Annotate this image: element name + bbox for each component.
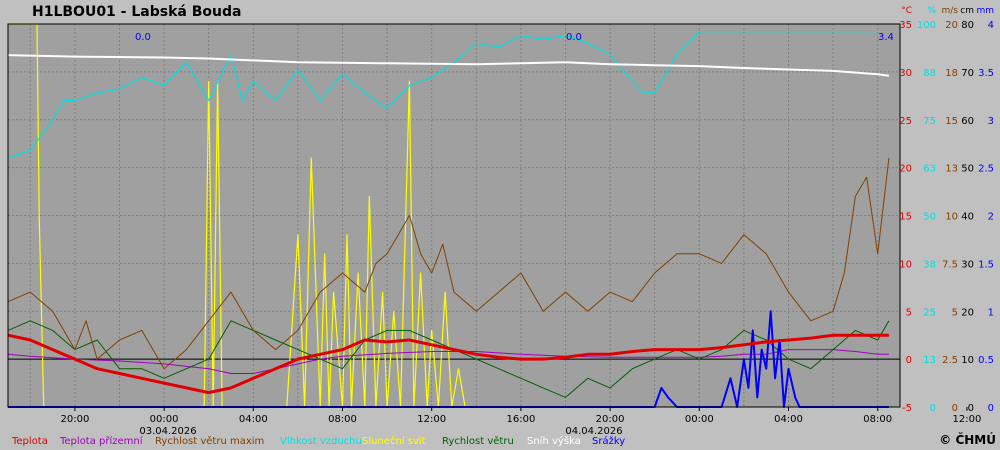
axis-tick-teplota: 5 (906, 307, 912, 318)
axis-tick-srazky: 3.5 (978, 68, 994, 79)
axis-tick-teplota: 30 (899, 68, 912, 79)
axis-tick-snih: 80 (961, 20, 974, 31)
axis-tick-vlhkost: 50 (923, 212, 936, 223)
axis-tick-rychlost: 20 (945, 20, 958, 31)
chart-title: H1LBOU01 - Labská Bouda (32, 4, 241, 20)
axis-unit-vlhkost: % (927, 6, 936, 16)
x-tick-label: 04:00 (239, 414, 268, 425)
axis-tick-srazky: 1.5 (978, 259, 994, 270)
inline-label-2: 0.0 (566, 32, 582, 43)
axis-tick-rychlost: 0 (952, 403, 958, 414)
legend-entry: Srážky (592, 435, 625, 447)
plot-frame (7, 23, 901, 408)
inline-label-3: 3.4 (878, 32, 894, 43)
axis-tick-srazky: 2 (988, 212, 994, 223)
axis-tick-teplota: 35 (899, 20, 912, 31)
legend-entry: Sníh výška (527, 435, 581, 447)
legend-entry: Rychlost větru (442, 435, 514, 447)
axis-tick-srazky: 1 (988, 307, 994, 318)
axis-tick-snih: 30 (961, 259, 974, 270)
series-line-vlhkost-vzduchu (7, 31, 878, 159)
axis-tick-rychlost: 18 (945, 68, 958, 79)
axis-tick-vlhkost: 100 (917, 20, 936, 31)
series-line-teplota (7, 333, 889, 395)
x-tick-label: 04:00 (774, 414, 803, 425)
axis-tick-srazky: 3 (988, 116, 994, 127)
axis-tick-teplota: 0 (906, 355, 912, 366)
axis-tick-rychlost: 7.5 (942, 259, 958, 270)
axis-tick-teplota: 20 (899, 164, 912, 175)
axis-tick-teplota: 15 (899, 212, 912, 223)
x-tick-label: 12:00 (417, 414, 446, 425)
axis-tick-snih: 60 (961, 116, 974, 127)
x-tick-label: 20:00 (60, 414, 89, 425)
axis-tick-vlhkost: 25 (923, 307, 936, 318)
legend-entry: Vlhkost vzduchu (280, 436, 362, 447)
axis-tick-vlhkost: 13 (923, 355, 936, 366)
axis-tick-snih: 0 (968, 403, 974, 414)
axis-tick-snih: 10 (961, 355, 974, 366)
axis-tick-snih: 70 (961, 68, 974, 79)
inline-label-1: 0.0 (135, 32, 151, 43)
axis-tick-srazky: 4 (988, 20, 994, 31)
date-label-2: 04.04.2026 (565, 426, 622, 437)
axis-tick-teplota: -5 (902, 403, 912, 414)
axis-tick-vlhkost: 88 (923, 68, 936, 79)
x-tick-label: 08:00 (863, 414, 892, 425)
x-tick-label: 16:00 (506, 414, 535, 425)
date-label-1: 03.04.2026 (139, 426, 196, 437)
legend: Teplota Teplota přízemní Rychlost větru ma… (11, 435, 625, 447)
series-line-sluneční-svit (8, 23, 466, 408)
axis-unit-teplota: °C (901, 6, 912, 16)
right-axes: °C35302520151050-5%100887563503825130m/s… (899, 6, 994, 414)
axis-tick-teplota: 10 (899, 259, 912, 270)
axis-tick-rychlost: 13 (945, 164, 958, 175)
series-line-rychlost-větru-maxim (7, 157, 890, 370)
x-tick-label: 20:00 (596, 414, 625, 425)
axis-tick-vlhkost: 0 (930, 403, 936, 414)
axis-tick-vlhkost: 75 (923, 116, 936, 127)
series-layer (7, 23, 890, 408)
axis-tick-vlhkost: 38 (923, 259, 936, 270)
series-line-srážky (8, 310, 889, 408)
axis-unit-snih: cm (960, 6, 974, 16)
axis-tick-rychlost: 15 (945, 116, 958, 127)
axis-unit-rychlost: m/s (942, 6, 959, 16)
axis-tick-snih: 50 (961, 164, 974, 175)
axis-unit-srazky: mm (976, 6, 994, 16)
axis-tick-snih: 40 (961, 212, 974, 223)
series-line-sníh-výška (7, 54, 890, 77)
axis-tick-srazky: 2.5 (978, 164, 994, 175)
series-line-teplota-přízemní (7, 349, 889, 374)
legend-entry: Teplota přízemní (59, 435, 144, 447)
x-tick-label: 08:00 (328, 414, 357, 425)
x-tick-label: 00:00 (685, 414, 714, 425)
axis-tick-rychlost: 10 (945, 212, 958, 223)
axis-tick-vlhkost: 63 (923, 164, 936, 175)
legend-entry: Rychlost větru maxim (155, 435, 264, 447)
axis-tick-rychlost: 2.5 (942, 355, 958, 366)
x-tick-label: 12:00 (952, 414, 981, 425)
x-tick-label: 00:00 (150, 414, 179, 425)
legend-entry: Sluneční svit (362, 435, 426, 447)
axis-tick-srazky: 0 (988, 403, 994, 414)
axis-tick-srazky: 0.5 (978, 355, 994, 366)
legend-entry: Teplota (11, 436, 48, 447)
x-axis-ticks: 20:00 00:00 04:00 08:00 12:00 16:00 20:00 00:00… (60, 407, 981, 425)
copyright: © ČHMÚ (939, 432, 996, 447)
axis-tick-teplota: 25 (899, 116, 912, 127)
axis-tick-snih: 20 (961, 307, 974, 318)
axis-tick-rychlost: 5 (952, 307, 958, 318)
